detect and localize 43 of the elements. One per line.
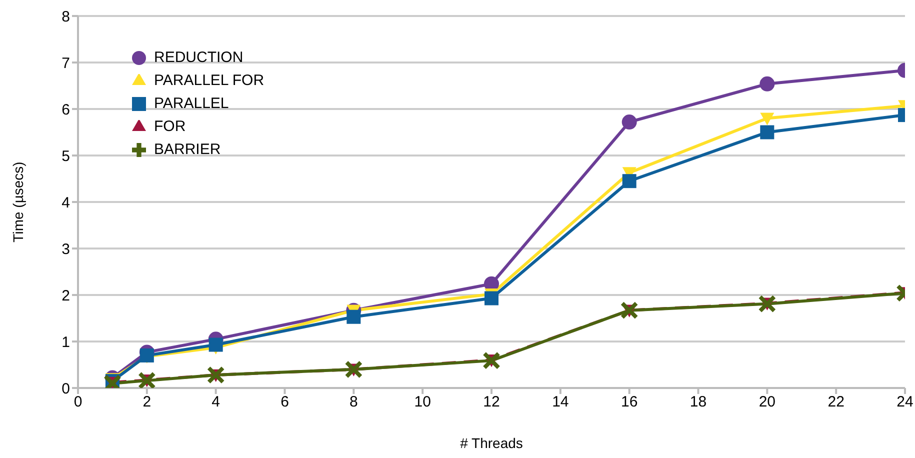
- point: [482, 352, 500, 370]
- legend-label: PARALLEL: [154, 95, 229, 112]
- y-tick-label: 1: [62, 334, 70, 351]
- point: [208, 338, 223, 352]
- legend-label: PARALLEL FOR: [154, 72, 264, 89]
- x-tick-label: 18: [690, 394, 707, 411]
- point: [622, 114, 637, 130]
- legend-label: BARRIER: [154, 141, 221, 158]
- x-tick-label: 8: [349, 394, 358, 411]
- x-axis-title: # Threads: [460, 435, 523, 451]
- x-tick-label: 10: [414, 394, 431, 411]
- point: [760, 76, 775, 92]
- point: [140, 348, 154, 362]
- point: [346, 310, 361, 324]
- x-tick-label: 12: [483, 394, 500, 411]
- point: [620, 301, 638, 320]
- legend-label: REDUCTION: [154, 49, 244, 66]
- x-tick-label: 0: [74, 394, 82, 411]
- y-axis-title: Time (µsecs): [10, 162, 26, 242]
- x-tick-label: 22: [828, 394, 844, 411]
- x-tick-label: 20: [758, 394, 776, 411]
- x-tick-label: 16: [620, 394, 638, 411]
- x-tick-label: 2: [142, 394, 152, 411]
- point: [344, 360, 363, 378]
- y-tick-label: 0: [62, 380, 70, 398]
- x-tick-label: 14: [552, 394, 569, 411]
- x-tick-label: 24: [896, 394, 914, 411]
- y-tick-label: 7: [62, 54, 70, 72]
- x-tick-label: 4: [212, 394, 220, 411]
- y-tick-label: 3: [62, 240, 70, 258]
- point: [760, 112, 774, 126]
- x-tick-label: 6: [280, 394, 289, 411]
- y-tick-label: 5: [62, 148, 70, 165]
- y-tick-label: 6: [62, 101, 70, 118]
- y-tick-label: 8: [62, 8, 70, 26]
- y-tick-label: 4: [62, 194, 70, 212]
- point: [206, 366, 225, 384]
- y-tick-label: 2: [62, 287, 70, 304]
- point: [622, 174, 636, 188]
- point: [758, 294, 776, 313]
- point: [484, 291, 498, 306]
- legend-label: FOR: [154, 118, 186, 135]
- point: [760, 125, 774, 140]
